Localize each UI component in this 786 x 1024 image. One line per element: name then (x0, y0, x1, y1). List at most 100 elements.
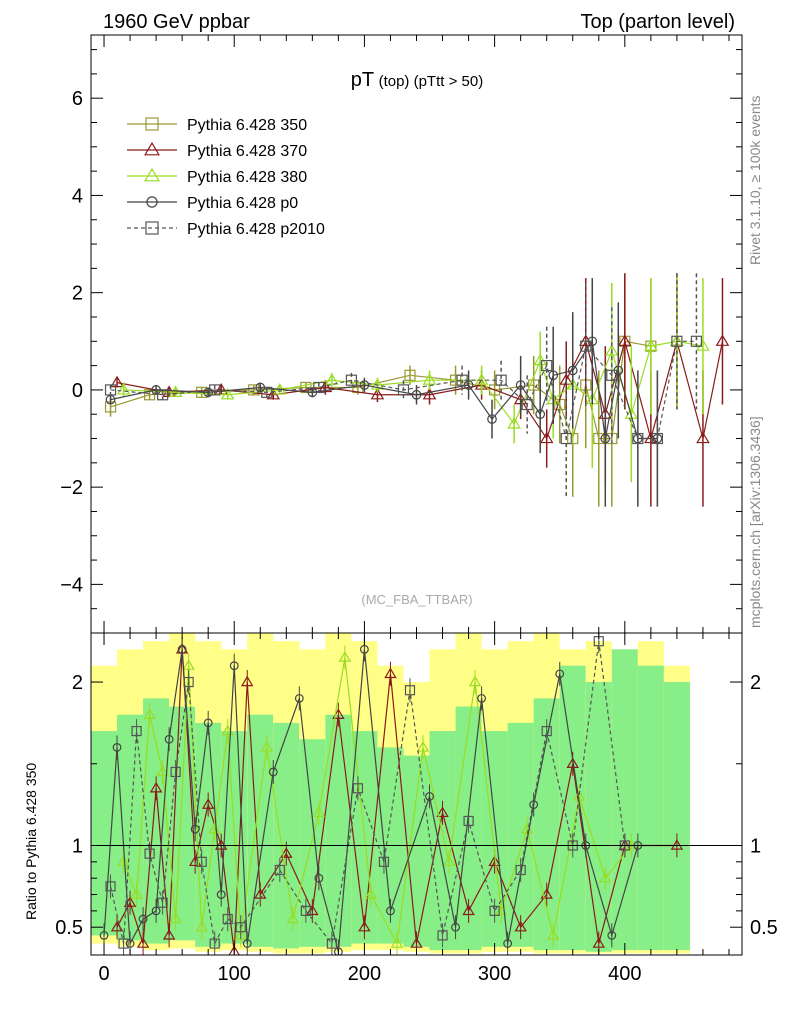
y-tick-label: −2 (60, 477, 83, 499)
process-label: Top (parton level) (580, 11, 735, 33)
x-tick-label: 0 (98, 963, 109, 985)
legend-entry: Pythia 6.428 380 (127, 167, 307, 186)
ratio-series-3 (99, 637, 643, 955)
data-point (593, 432, 605, 445)
ratio-point (110, 920, 124, 932)
data-point (541, 360, 553, 372)
ratio-point (555, 669, 565, 679)
ratio-point (364, 888, 378, 899)
ratio-point (274, 864, 285, 876)
ratio-point (118, 938, 129, 949)
ratio-point (546, 929, 560, 940)
y-tick-label: 4 (72, 185, 83, 207)
ratio-point (216, 890, 226, 899)
ratio-point (196, 856, 207, 867)
ratio-point (164, 734, 174, 744)
data-point (209, 384, 221, 396)
ratio-point (416, 741, 430, 752)
uncertainty-band-inner (273, 722, 300, 949)
uncertainty-band-inner (507, 722, 534, 947)
ratio-point (209, 938, 220, 949)
ratio-point (260, 741, 273, 752)
data-point (696, 431, 710, 444)
ratio-point (488, 855, 501, 867)
ratio-point (294, 693, 304, 703)
ratio-point (222, 913, 233, 925)
legend-marker (145, 221, 159, 235)
ratio-point (112, 742, 122, 752)
data-point (715, 334, 730, 346)
ratio-series (99, 633, 684, 955)
ratio-point (451, 922, 460, 932)
legend-entry: Pythia 6.428 370 (127, 141, 307, 160)
y-tick-label: 2 (72, 283, 83, 305)
ratio-uncertainty-bands (91, 633, 690, 954)
energy-label: 1960 GeV ppbar (103, 11, 250, 33)
ratio-point (229, 661, 239, 671)
main-title: pT (top) (pTtt > 50) (351, 69, 483, 91)
series-2 (110, 273, 730, 507)
data-point (397, 384, 410, 396)
ratio-y-tick-label: 2 (72, 672, 83, 694)
ratio-point (489, 905, 500, 916)
data-point (605, 344, 619, 356)
ratio-point (410, 937, 423, 948)
uncertainty-band-inner (611, 649, 638, 951)
legend-marker (144, 167, 160, 182)
data-point (507, 417, 521, 429)
data-point (370, 387, 385, 400)
y-tick-label: −4 (60, 574, 83, 596)
main-title-subscript: (top) (pTtt > 50) (379, 73, 484, 90)
ratio-point (462, 904, 475, 916)
legend-label: Pythia 6.428 p0 (187, 195, 298, 212)
data-point (644, 339, 658, 351)
data-point (528, 379, 540, 391)
ratio-point (235, 922, 246, 933)
data-point (104, 384, 117, 396)
main-y-ticks: −4 −2 0 2 4 6 (60, 49, 742, 634)
ratio-point (268, 767, 278, 777)
series-line (116, 338, 724, 441)
data-point (110, 375, 124, 388)
ratio-point (477, 693, 487, 703)
ratio-point (228, 945, 240, 955)
ratio-point (566, 757, 579, 768)
data-point (370, 378, 385, 390)
data-point (404, 369, 416, 381)
ratio-point (442, 855, 456, 867)
legend-entry: Pythia 6.428 p2010 (127, 221, 325, 238)
data-point (539, 431, 554, 444)
data-point (313, 381, 325, 394)
y-tick-label: 0 (72, 380, 83, 402)
ratio-point (333, 947, 343, 955)
ratio-point (203, 718, 213, 728)
legend-marker (145, 117, 159, 131)
ratio-point (670, 839, 684, 850)
analysis-watermark: (MC_FBA_TTBAR) (361, 592, 472, 607)
ratio-point (463, 815, 474, 827)
data-point (651, 432, 663, 445)
ratio-point (151, 906, 161, 916)
legend-marker (146, 196, 158, 208)
legend: Pythia 6.428 350 Pythia 6.428 370 Pythia 6… (127, 117, 325, 238)
ratio-point (541, 725, 552, 737)
ratio-point (312, 806, 326, 818)
data-point (261, 386, 273, 398)
data-point (220, 387, 235, 400)
series-line (110, 339, 658, 440)
data-point (671, 335, 683, 347)
ratio-point (326, 938, 337, 949)
ratio-point (338, 651, 352, 662)
ratio-y-axis-label: Ratio to Pythia 6.428 350 (23, 763, 39, 920)
ratio-plot-panel: 0.5 0.5 1 1 2 2 0 100 200 300 400 Ratio to Pythia… (23, 632, 778, 985)
data-point (300, 381, 312, 394)
data-point (143, 389, 156, 401)
legend-marker (144, 141, 160, 156)
main-plot-panel: −4 −2 0 2 4 6 pT (top) (pTtt > 50) (MC_FBA_TT… (60, 34, 743, 634)
ratio-point (143, 708, 156, 719)
ratio-point (599, 871, 612, 883)
ratio-point (125, 939, 135, 948)
data-point (560, 432, 572, 445)
ratio-point (242, 939, 252, 948)
